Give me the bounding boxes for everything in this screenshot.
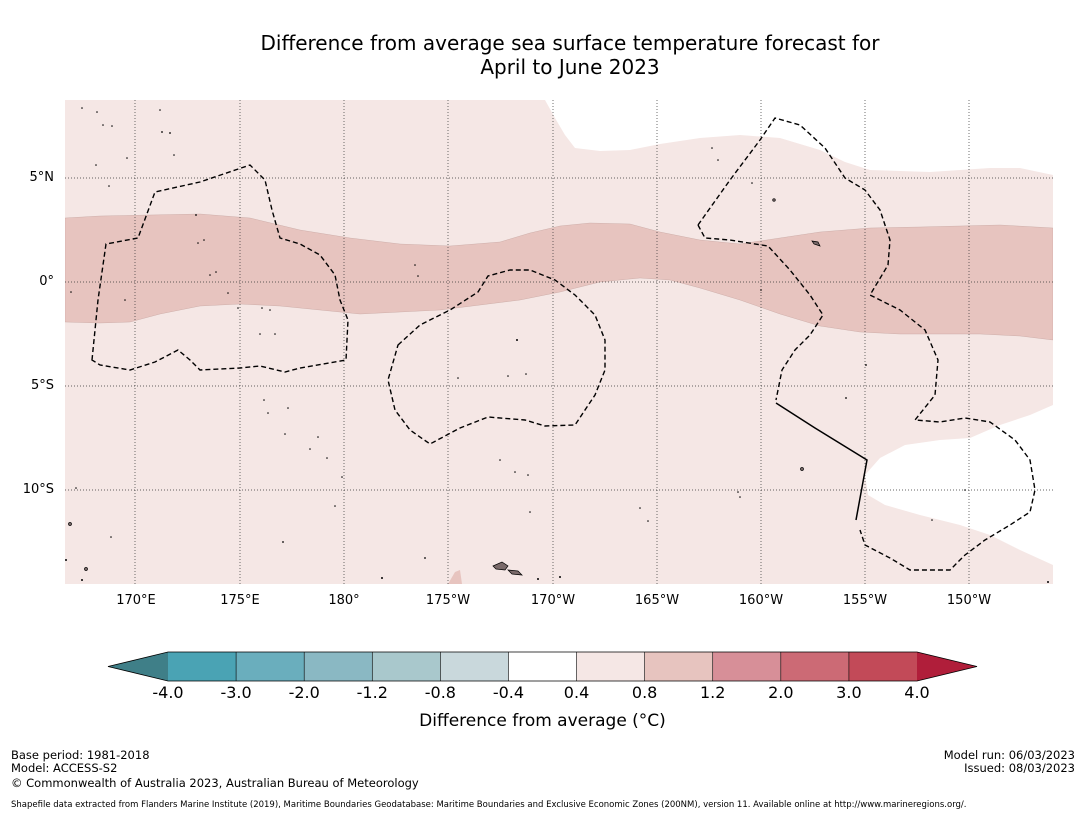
island-kiritimati	[811, 240, 821, 247]
colorbar-tick-label: 0.8	[631, 683, 658, 702]
island-dot	[84, 567, 88, 571]
lon-label-175w: 175°W	[425, 593, 471, 608]
issued-date: Issued: 08/03/2023	[964, 761, 1075, 775]
anomaly-region-neutral-south	[865, 405, 1053, 565]
colorbar-swatch	[236, 652, 305, 681]
chart-title: Difference from average sea surface temp…	[0, 31, 1085, 79]
islands	[68, 198, 821, 576]
lon-label-170w: 170°W	[530, 593, 576, 608]
lon-label-160w: 160°W	[738, 593, 784, 608]
model-name: Model: ACCESS-S2	[11, 761, 118, 775]
eez-solid-boundary	[775, 402, 868, 521]
lat-label-5s: 5°S	[30, 378, 54, 393]
colorbar-tick-label: -4.0	[152, 683, 184, 702]
lon-label-165w: 165°W	[634, 593, 680, 608]
map-plot-area	[65, 100, 1053, 584]
colorbar-tick-label: 1.2	[699, 683, 726, 702]
colorbar-swatch	[304, 652, 373, 681]
eez-kiribati-gilbert	[91, 164, 349, 373]
anomaly-region-light	[65, 100, 1053, 584]
lat-label-10s: 10°S	[22, 482, 54, 497]
footer-right: Model run: 06/03/2023 Issued: 08/03/2023	[944, 749, 1075, 775]
lon-label-150w: 150°W	[946, 593, 992, 608]
colorbar-swatch	[440, 652, 509, 681]
colorbar-swatch	[780, 652, 850, 681]
lon-label-180: 180°	[328, 593, 360, 608]
colorbar-tick-label: -1.2	[356, 683, 388, 702]
eez-line-islands-north	[697, 224, 824, 401]
colorbar-tick-label: -0.8	[424, 683, 456, 702]
lon-label-175e: 175°E	[220, 593, 260, 608]
footer-left: Base period: 1981-2018 Model: ACCESS-S2 …	[11, 749, 419, 790]
lon-label-155w: 155°W	[842, 593, 888, 608]
colorbar-swatch	[508, 652, 578, 681]
colorbar-tick-label: 0.4	[563, 683, 590, 702]
anomaly-spike	[448, 570, 462, 584]
colorbar-tick-label: -2.0	[288, 683, 320, 702]
colorbar-swatch	[576, 652, 646, 681]
colorbar-tick-label: 2.0	[768, 683, 794, 702]
colorbar-tick-label: -0.4	[492, 683, 525, 702]
colorbar-tick-label: -3.0	[220, 683, 252, 702]
anomaly-region-neutral-north	[545, 100, 1053, 175]
anomaly-region-moderate	[65, 213, 1053, 341]
island-dot	[772, 198, 776, 202]
colorbar-swatch	[644, 652, 714, 681]
tiny-islands	[65, 107, 1049, 583]
lat-label-5n: 5°N	[29, 170, 55, 185]
colorbar-swatch	[712, 652, 782, 681]
island-dot	[68, 522, 72, 526]
shapefile-credit: Shapefile data extracted from Flanders M…	[11, 800, 967, 810]
colorbar-swatch	[848, 652, 918, 681]
colorbar-extend-high	[917, 652, 977, 681]
model-run: Model run: 06/03/2023	[943, 748, 1075, 762]
lat-label-0: 0°	[39, 274, 54, 289]
colorbar-tick-label: 4.0	[904, 683, 930, 702]
colorbar-tick-label: 3.0	[836, 683, 862, 702]
island-samoa	[492, 561, 509, 571]
colorbar-title: Difference from average (°C)	[419, 711, 666, 731]
eez-boundaries	[91, 117, 1036, 571]
colorbar	[107, 651, 978, 682]
colorbar-swatch	[168, 652, 237, 681]
base-period: Base period: 1981-2018	[11, 748, 150, 762]
island-dot	[800, 467, 804, 471]
colorbar-outline	[107, 651, 978, 682]
chart-title-line2: April to June 2023	[480, 55, 660, 79]
colorbar-swatch	[372, 652, 441, 681]
colorbar-extend-low	[108, 652, 168, 681]
island-samoa-2	[507, 569, 523, 576]
lon-label-170e: 170°E	[116, 593, 156, 608]
chart-title-line1: Difference from average sea surface temp…	[260, 31, 880, 55]
copyright: © Commonwealth of Australia 2023, Austra…	[11, 776, 419, 790]
